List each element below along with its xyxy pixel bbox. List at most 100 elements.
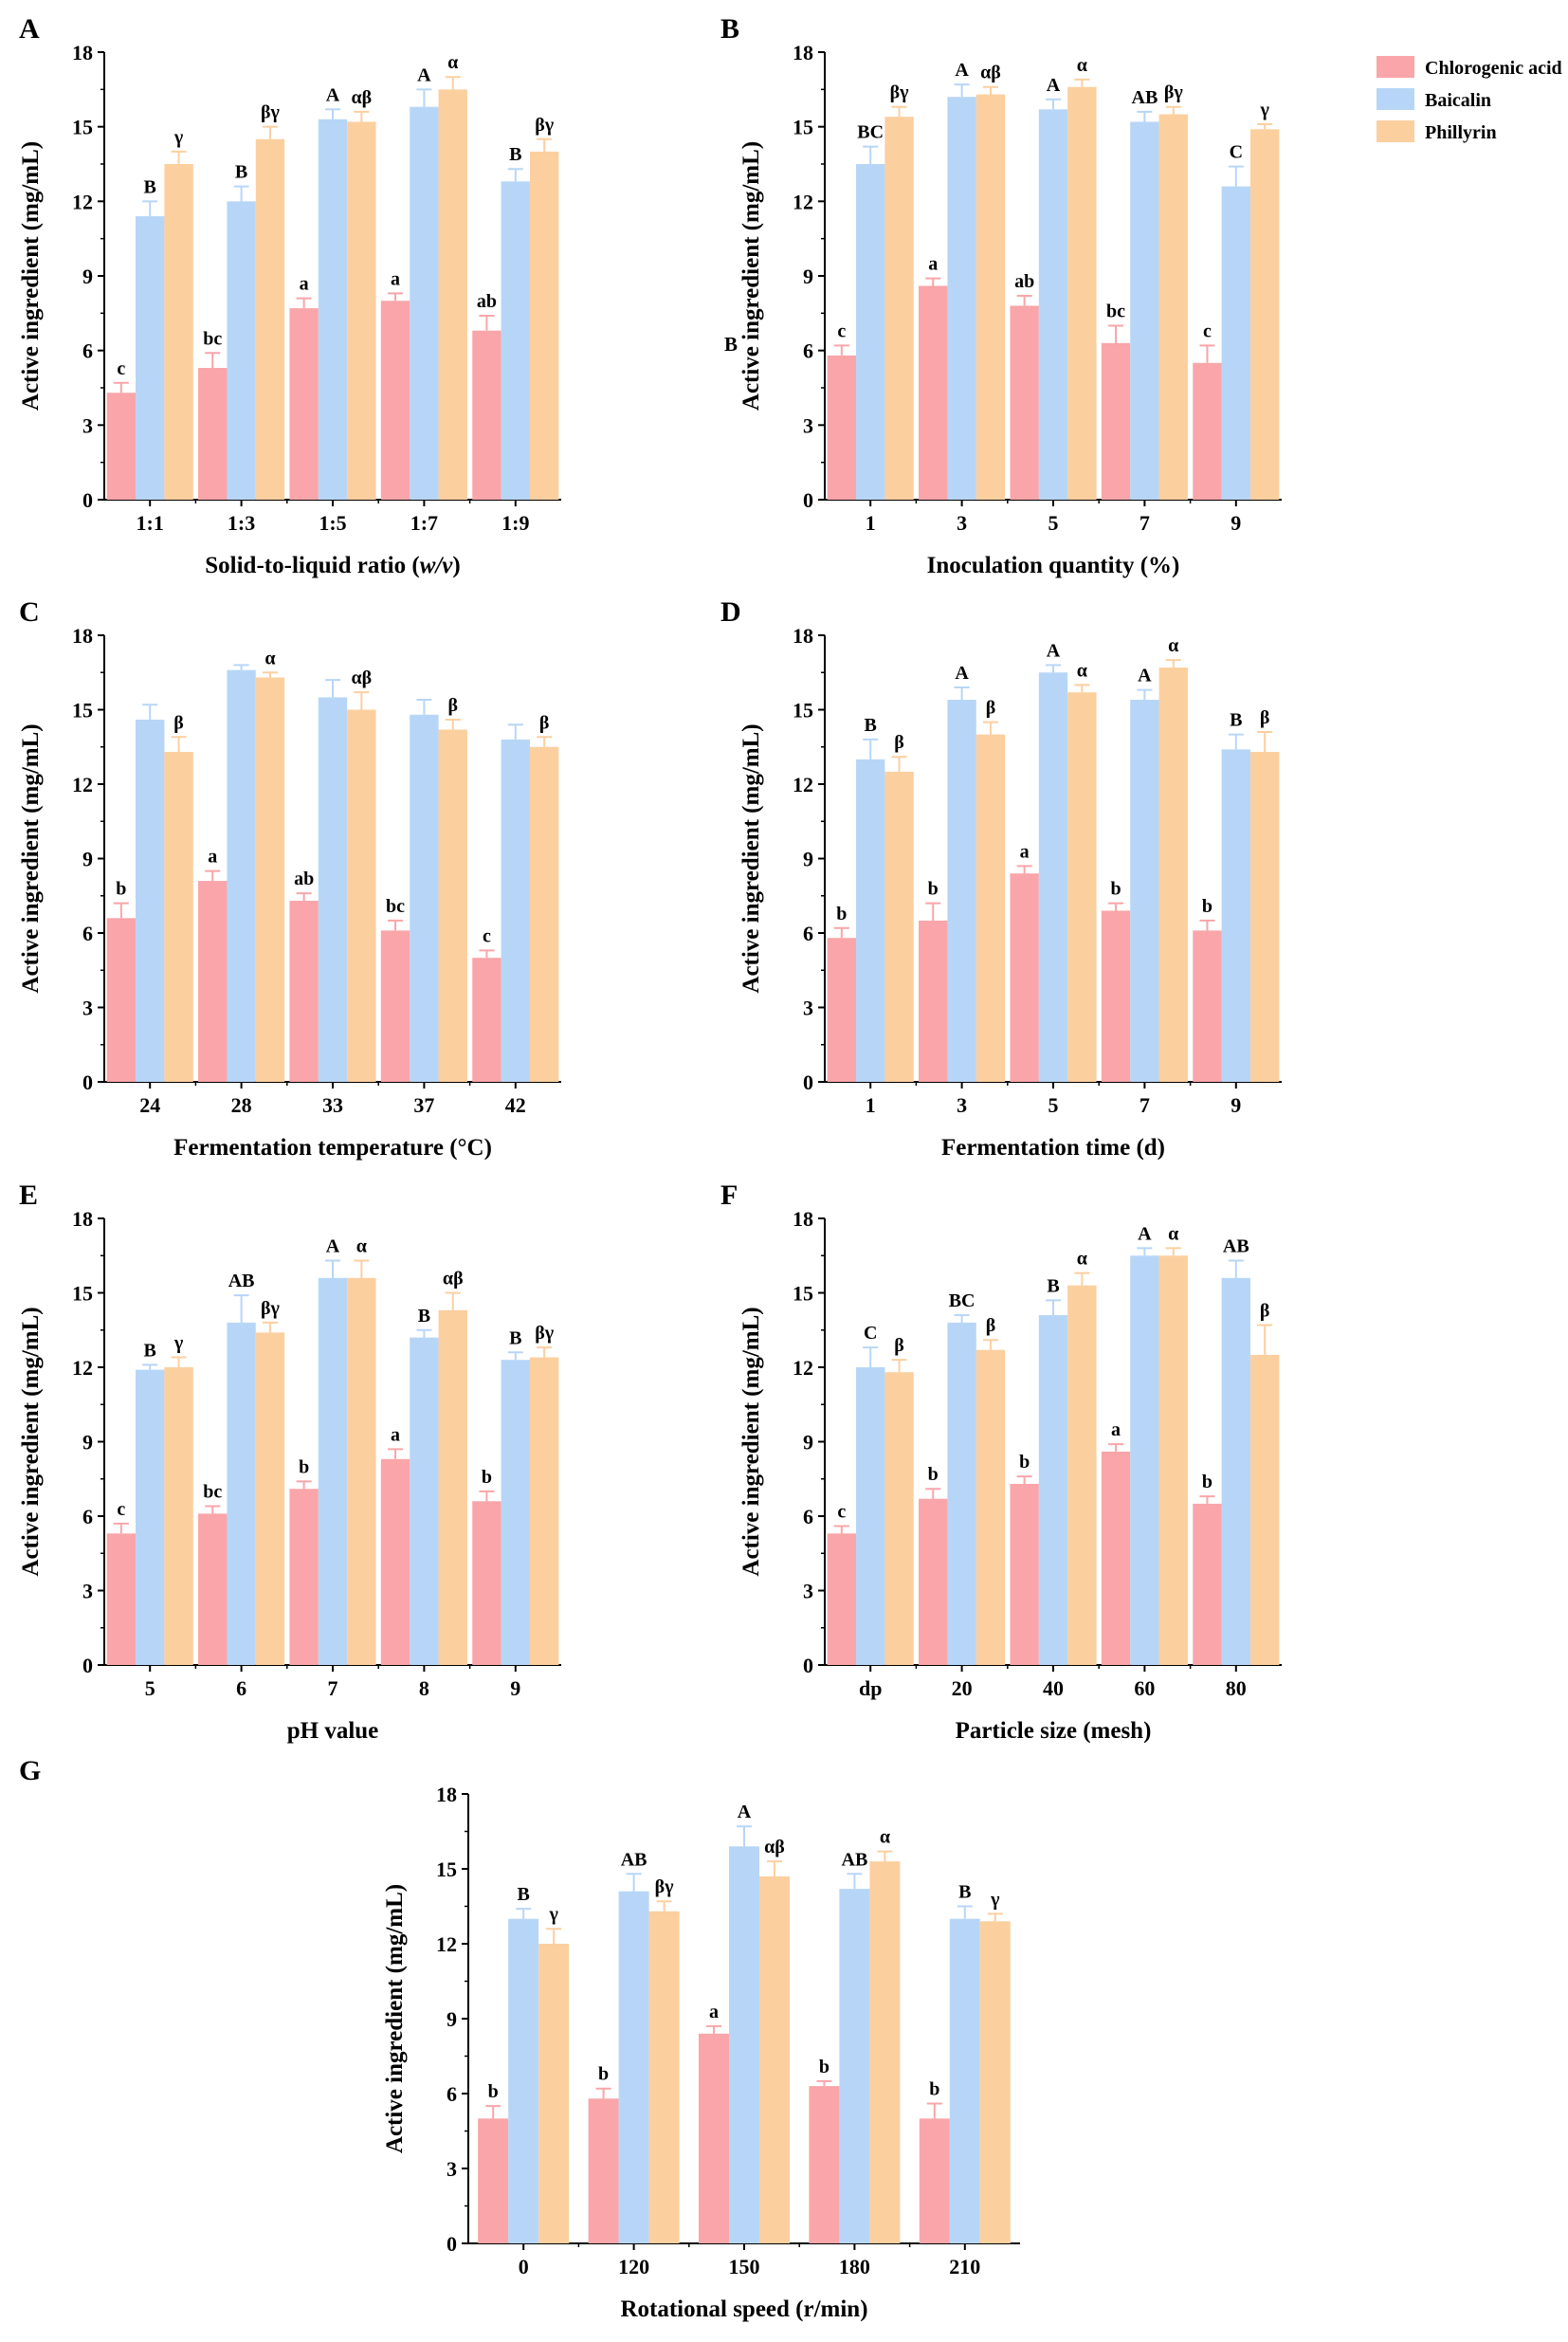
significance-label: β xyxy=(986,698,996,719)
x-tick-label: 1:7 xyxy=(410,511,438,535)
x-tick-label: 6 xyxy=(236,1676,246,1700)
x-tick-label: 1:5 xyxy=(319,511,346,535)
significance-label: α xyxy=(880,1827,890,1848)
bar-baicalin xyxy=(1221,186,1250,500)
x-axis-title: Rotational speed (r/min) xyxy=(620,2296,867,2322)
bar-baicalin xyxy=(136,1369,165,1665)
y-tick-label: 9 xyxy=(82,1431,93,1455)
x-tick-label: 9 xyxy=(510,1676,520,1700)
bar-chlorogenic-acid xyxy=(1101,910,1131,1082)
y-tick-label: 3 xyxy=(82,1580,93,1603)
y-axis-title: Active ingredient (mg/mL) xyxy=(18,1307,44,1576)
bar-baicalin xyxy=(318,697,348,1082)
significance-label: AB xyxy=(621,1849,647,1870)
chart-panel-f: F 0 3 6 9 12 15 18 Active ingredient (mg/mL) dp c C… xyxy=(720,1180,1282,1744)
significance-label: AB xyxy=(228,1271,255,1291)
significance-label: γ xyxy=(173,1333,184,1354)
significance-label: β xyxy=(894,1335,904,1356)
bar-chlorogenic-acid xyxy=(699,2033,729,2243)
x-tick-label: 1:3 xyxy=(228,511,255,535)
bar-baicalin xyxy=(318,119,348,501)
bar-chlorogenic-acid xyxy=(472,1501,501,1665)
bar-chlorogenic-acid xyxy=(827,355,857,500)
significance-label: b xyxy=(836,904,847,924)
y-tick-label: 6 xyxy=(82,339,93,363)
significance-label: β xyxy=(173,712,184,733)
bar-phillyrin xyxy=(1067,1285,1097,1665)
significance-label: B xyxy=(235,162,247,183)
legend-label: Chlorogenic acid xyxy=(1425,58,1562,79)
y-tick-label: 9 xyxy=(803,848,813,871)
bar-phillyrin xyxy=(1249,129,1280,501)
significance-label: b xyxy=(1019,1452,1030,1473)
legend-swatch xyxy=(1377,120,1414,142)
bar-chlorogenic-acid xyxy=(380,930,410,1082)
bar-chlorogenic-acid xyxy=(919,2118,950,2243)
y-tick-label: 9 xyxy=(82,265,93,288)
significance-label: ab xyxy=(1014,271,1034,292)
x-tick-label: 5 xyxy=(1048,1093,1059,1117)
significance-label: A xyxy=(955,663,969,684)
y-axis-title: Active ingredient (mg/mL) xyxy=(738,723,764,993)
x-axis-title: pH value xyxy=(287,1718,379,1744)
y-tick-label: 9 xyxy=(803,265,813,288)
bar-phillyrin xyxy=(759,1875,790,2243)
x-tick-label: 80 xyxy=(1226,1676,1247,1700)
bar-baicalin xyxy=(839,1889,870,2243)
bar-phillyrin xyxy=(975,1349,1006,1665)
x-tick-label: 42 xyxy=(505,1093,526,1117)
significance-label: α xyxy=(1077,660,1087,681)
x-axis-title-part: Solid-to-liquid ratio ( xyxy=(205,553,419,578)
y-tick-label: 9 xyxy=(82,848,93,871)
significance-label: bc xyxy=(203,328,222,349)
x-tick-label: 33 xyxy=(322,1093,343,1117)
significance-label: c xyxy=(483,925,491,946)
bar-chlorogenic-acid xyxy=(919,1498,948,1665)
bar-chlorogenic-acid xyxy=(478,2118,509,2243)
y-tick-label: 12 xyxy=(72,190,93,213)
y-tick-label: 3 xyxy=(803,1580,813,1603)
x-axis-title: Fermentation temperature (°C) xyxy=(173,1135,492,1161)
bar-chlorogenic-acid xyxy=(1193,362,1222,500)
bar-phillyrin xyxy=(1067,86,1097,500)
significance-label: b xyxy=(1202,1472,1212,1492)
significance-label: α xyxy=(356,1235,367,1256)
bar-chlorogenic-acid xyxy=(1010,1483,1039,1665)
x-tick-label: 37 xyxy=(413,1093,434,1117)
bar-baicalin xyxy=(410,714,439,1082)
significance-label: AB xyxy=(842,1849,868,1870)
y-axis-title: Active ingredient (mg/mL) xyxy=(738,1307,764,1576)
bar-phillyrin xyxy=(164,1367,193,1665)
y-tick-label: 15 xyxy=(436,1857,457,1881)
bar-phillyrin xyxy=(1249,1354,1280,1665)
significance-label: c xyxy=(117,1499,125,1520)
bar-baicalin xyxy=(136,719,165,1082)
panel-letter: C xyxy=(19,596,40,628)
bar-chlorogenic-acid xyxy=(1101,342,1131,500)
chart-panel-a: A 0 3 6 9 12 15 18 Active ingredient (mg/mL) 1:1 c… xyxy=(18,13,561,578)
significance-label: β xyxy=(986,1315,996,1336)
bar-chlorogenic-acid xyxy=(289,308,319,500)
significance-label: c xyxy=(837,320,846,341)
y-tick-label: 15 xyxy=(72,1282,93,1306)
significance-label: b xyxy=(1202,896,1212,917)
bar-baicalin xyxy=(508,1918,539,2243)
significance-label: αβ xyxy=(352,87,373,108)
significance-label: A xyxy=(326,1235,340,1256)
y-tick-label: 15 xyxy=(72,699,93,723)
bar-phillyrin xyxy=(438,729,467,1082)
significance-label: α xyxy=(1077,55,1087,76)
significance-label: βγ xyxy=(890,82,910,103)
significance-label: a xyxy=(1111,1419,1121,1440)
panel-letter: E xyxy=(19,1180,38,1211)
x-tick-label: 9 xyxy=(1231,1093,1241,1117)
x-tick-label: 20 xyxy=(952,1676,973,1700)
bar-phillyrin xyxy=(1158,114,1188,501)
x-tick-label: 7 xyxy=(1140,1093,1150,1117)
bar-phillyrin xyxy=(347,121,376,500)
bar-chlorogenic-acid xyxy=(106,918,137,1082)
significance-label: A xyxy=(1047,75,1061,96)
bar-baicalin xyxy=(618,1891,649,2243)
y-tick-label: 6 xyxy=(803,922,813,945)
significance-label: β xyxy=(1260,707,1270,728)
